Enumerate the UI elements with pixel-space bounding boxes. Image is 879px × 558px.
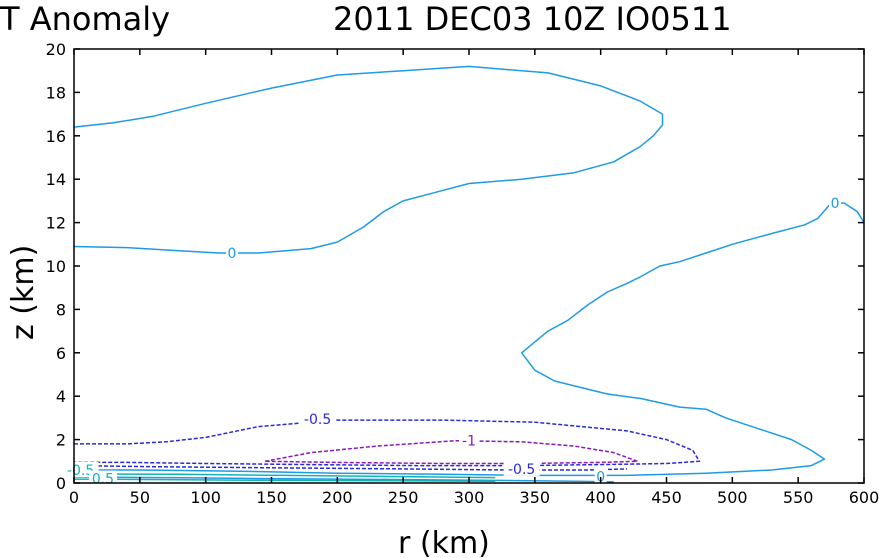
- plot-frame: [73, 48, 865, 484]
- y-tick-label-8: 8: [56, 300, 66, 319]
- chart-title-left: T Anomaly: [0, 0, 170, 38]
- contour-label-bg: [503, 460, 540, 476]
- contour-label-layer: 000-0.5-0.5-1-0.50.5: [62, 195, 842, 488]
- x-axis-ticks: 0 50 100 150 200 250 300 350 400 450 500 550 600: [69, 49, 879, 507]
- x-tick-label-50: 50: [130, 488, 150, 507]
- x-tick-label-250: 250: [388, 488, 419, 507]
- contour-line-0: [73, 65, 664, 254]
- contour-layer: [73, 65, 865, 483]
- contour-label-bg: [299, 410, 336, 426]
- y-tick-label-20: 20: [46, 40, 66, 59]
- contour-label-3: -0.5: [304, 412, 331, 428]
- x-tick-label-100: 100: [190, 488, 221, 507]
- chart-title-right: 2011 DEC03 10Z IO0511: [333, 0, 732, 38]
- y-axis-ticks: 0 2 4 6 8 10 12 14 16 18 20: [46, 40, 864, 493]
- contour-line-4: [264, 439, 639, 465]
- contour-line-1: [74, 202, 865, 477]
- contour-label-bg: [88, 470, 117, 486]
- contour-line-2: [73, 476, 614, 483]
- x-tick-label-150: 150: [256, 488, 287, 507]
- y-tick-label-6: 6: [56, 344, 66, 363]
- y-tick-label-12: 12: [46, 214, 66, 233]
- x-tick-label-200: 200: [322, 488, 353, 507]
- x-tick-label-300: 300: [454, 488, 485, 507]
- contour-line-5: [73, 464, 628, 471]
- x-tick-label-400: 400: [585, 488, 616, 507]
- y-tick-label-10: 10: [46, 257, 66, 276]
- y-tick-label-18: 18: [46, 83, 66, 102]
- contour-label-0: 0: [228, 246, 237, 262]
- y-tick-label-16: 16: [46, 127, 66, 146]
- contour-line-6: [73, 473, 496, 479]
- y-tick-label-2: 2: [56, 431, 66, 450]
- contour-label-bg: [594, 468, 607, 484]
- contour-label-7: 0.5: [92, 472, 114, 488]
- contour-label-4: -0.5: [508, 462, 535, 478]
- contour-label-5: -1: [462, 434, 476, 450]
- x-tick-label-0: 0: [69, 488, 79, 507]
- y-tick-label-4: 4: [56, 387, 66, 406]
- contour-line-3: [74, 419, 701, 467]
- x-tick-label-500: 500: [717, 488, 748, 507]
- x-tick-label-450: 450: [651, 488, 682, 507]
- x-axis-label: r (km): [398, 526, 490, 558]
- contour-label-1: 0: [831, 196, 840, 212]
- x-tick-label-350: 350: [520, 488, 551, 507]
- x-tick-label-600: 600: [849, 488, 879, 507]
- contour-label-bg: [226, 244, 238, 260]
- x-tick-label-550: 550: [783, 488, 814, 507]
- y-tick-label-14: 14: [46, 170, 66, 189]
- contour-label-bg: [829, 195, 842, 211]
- contour-label-bg: [459, 432, 479, 448]
- y-tick-label-0: 0: [56, 474, 66, 493]
- y-axis-label: z (km): [6, 245, 41, 340]
- contour-line-7: [73, 478, 496, 483]
